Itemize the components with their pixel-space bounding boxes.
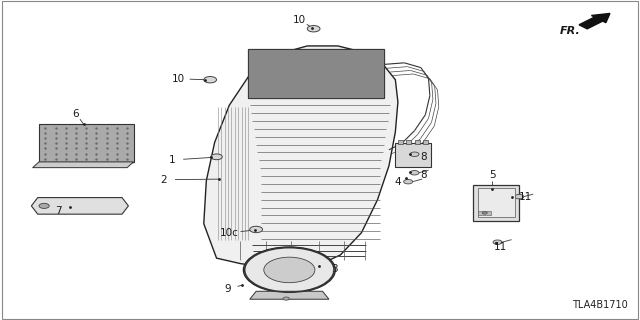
- Circle shape: [410, 171, 419, 175]
- Circle shape: [482, 212, 487, 214]
- FancyBboxPatch shape: [477, 188, 515, 217]
- Polygon shape: [250, 291, 329, 299]
- Circle shape: [250, 226, 262, 233]
- Text: FR.: FR.: [560, 26, 580, 36]
- Circle shape: [404, 180, 413, 184]
- FancyArrow shape: [579, 13, 610, 29]
- Circle shape: [39, 203, 49, 208]
- FancyBboxPatch shape: [406, 140, 412, 144]
- Circle shape: [204, 76, 216, 83]
- Text: 2: 2: [160, 175, 167, 185]
- Text: TLA4B1710: TLA4B1710: [572, 300, 628, 310]
- Circle shape: [410, 152, 419, 156]
- Polygon shape: [204, 46, 398, 268]
- Text: 9: 9: [224, 284, 230, 294]
- Text: 7: 7: [55, 206, 61, 216]
- Text: 10: 10: [293, 15, 306, 25]
- Polygon shape: [33, 162, 134, 168]
- Text: 11: 11: [493, 242, 507, 252]
- Polygon shape: [248, 49, 384, 98]
- Text: 3: 3: [331, 264, 337, 274]
- FancyBboxPatch shape: [478, 211, 491, 215]
- Circle shape: [283, 297, 289, 300]
- Circle shape: [515, 195, 524, 199]
- Circle shape: [243, 247, 335, 293]
- FancyBboxPatch shape: [398, 140, 403, 144]
- Circle shape: [307, 26, 320, 32]
- Text: 4: 4: [394, 177, 401, 187]
- FancyBboxPatch shape: [423, 140, 428, 144]
- Circle shape: [211, 154, 222, 160]
- FancyBboxPatch shape: [415, 140, 420, 144]
- Text: 1: 1: [168, 155, 175, 165]
- Text: 8: 8: [420, 152, 427, 162]
- Text: 11: 11: [519, 192, 532, 202]
- Text: 10c: 10c: [220, 228, 239, 238]
- Text: 8: 8: [420, 170, 427, 180]
- FancyBboxPatch shape: [473, 185, 519, 220]
- Circle shape: [264, 257, 315, 283]
- Polygon shape: [39, 124, 134, 162]
- Text: 6: 6: [73, 109, 79, 119]
- FancyBboxPatch shape: [395, 143, 431, 167]
- Polygon shape: [31, 197, 129, 214]
- Text: 10: 10: [172, 74, 185, 84]
- Text: 5: 5: [489, 170, 496, 180]
- Circle shape: [493, 240, 502, 244]
